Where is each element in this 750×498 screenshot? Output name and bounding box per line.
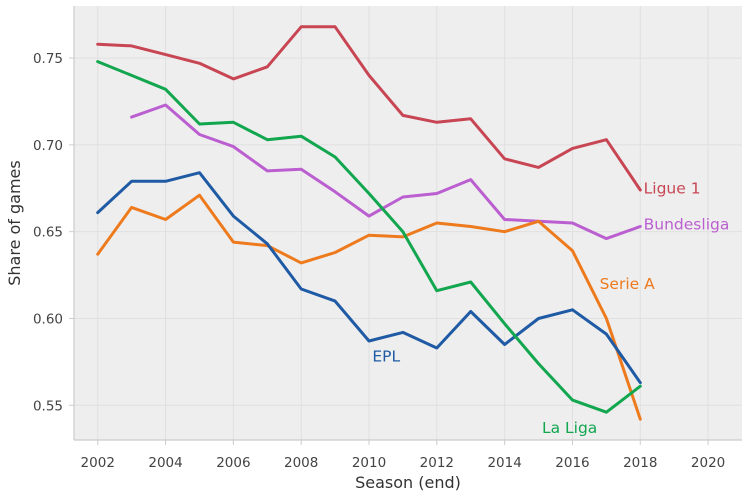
y-tick-label: 0.75 xyxy=(33,51,63,67)
y-tick-label: 0.65 xyxy=(33,225,63,241)
plot-area xyxy=(74,6,742,440)
series-line-bundesliga xyxy=(130,103,642,241)
series-line-la-liga xyxy=(96,60,642,414)
y-tick-label: 0.55 xyxy=(33,398,63,414)
series-labels: Ligue 1 Bundesliga Serie A EPL La Liga xyxy=(372,179,729,437)
series-label-ligue-1: Ligue 1 xyxy=(644,179,701,197)
y-axis-title: Share of games xyxy=(5,160,24,286)
series-label-bundesliga: Bundesliga xyxy=(644,216,730,234)
x-tick-label: 2008 xyxy=(284,455,318,471)
series-label-la-liga: La Liga xyxy=(542,419,597,437)
x-tick-label: 2016 xyxy=(555,455,589,471)
x-tick-label: 2014 xyxy=(487,455,521,471)
x-tick-label: 2018 xyxy=(623,455,657,471)
series-label-epl: EPL xyxy=(372,348,400,366)
y-tick-label: 0.60 xyxy=(33,311,63,327)
x-tick-label: 2012 xyxy=(420,455,454,471)
x-tick-label: 2010 xyxy=(352,455,386,471)
x-tick-label: 2006 xyxy=(216,455,250,471)
x-axis-title: Season (end) xyxy=(355,473,461,492)
y-axis-ticks: 0.55 0.60 0.65 0.70 0.75 xyxy=(33,51,74,414)
x-tick-label: 2004 xyxy=(148,455,182,471)
x-tick-label: 2002 xyxy=(81,455,115,471)
x-tick-label: 2020 xyxy=(691,455,725,471)
x-axis-ticks: 2002 2004 2006 2008 2010 2012 2014 2016 2018 2020 xyxy=(81,440,725,471)
y-tick-label: 0.70 xyxy=(33,138,63,154)
series-label-serie-a: Serie A xyxy=(600,275,656,293)
series-lines xyxy=(96,25,642,421)
series-line-epl xyxy=(96,171,642,385)
series-line-serie-a xyxy=(96,193,642,421)
series-line-ligue-1 xyxy=(96,25,642,192)
